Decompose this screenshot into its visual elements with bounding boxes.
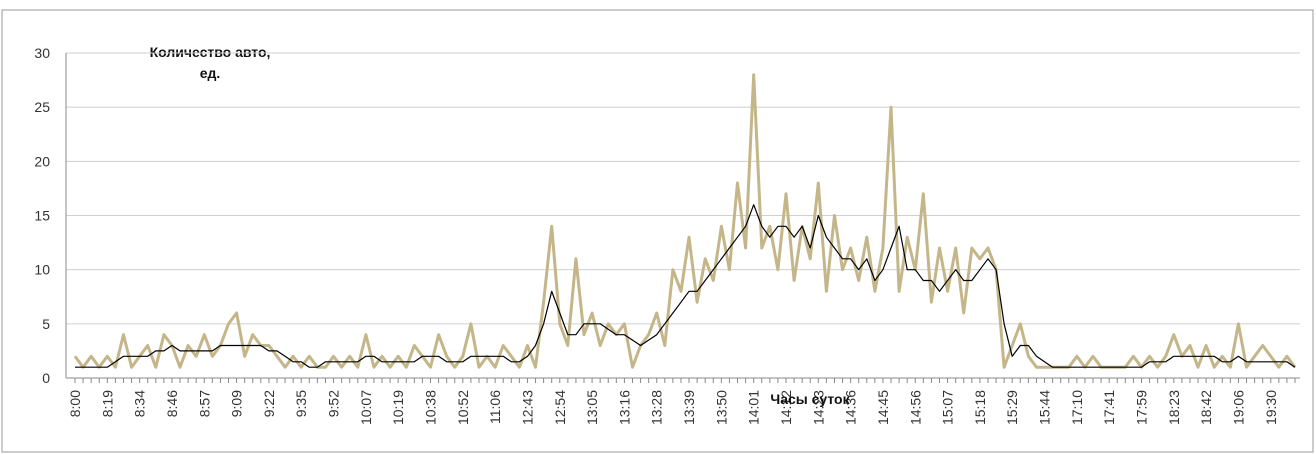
- x-tick-label: 19:06: [1230, 390, 1246, 425]
- x-tick-label: 14:01: [746, 390, 762, 425]
- x-tick-label: 11:06: [487, 390, 503, 424]
- x-tick-label: 14:23: [810, 390, 826, 425]
- x-tick-label: 15:18: [972, 390, 988, 425]
- x-tick-label: 10:52: [455, 390, 471, 425]
- series-line: [73, 73, 1297, 369]
- frame: [1, 9, 1314, 453]
- x-tick-label: 13:05: [584, 390, 600, 425]
- x-tick-label: 12:54: [552, 390, 568, 425]
- x-tick-label: 9:35: [293, 390, 309, 417]
- y-tick-label: 5: [42, 316, 50, 332]
- x-tick-label: 13:39: [681, 390, 697, 425]
- y-tick-label: 0: [42, 370, 50, 386]
- x-tick-label: 13:16: [616, 390, 632, 425]
- x-tick-label: 10:19: [390, 390, 406, 425]
- y-tick-label: 25: [34, 99, 50, 115]
- y-tick-label: 10: [34, 262, 50, 278]
- x-tick-label: 13:50: [713, 390, 729, 425]
- x-tick-label: 18:42: [1198, 390, 1214, 425]
- y-tick-label: 30: [34, 45, 50, 61]
- y-label-line: ед.: [200, 65, 221, 81]
- x-tick-label: 8:34: [132, 390, 148, 417]
- x-tick-label: 15:07: [940, 390, 956, 425]
- x-tick-label: 9:09: [229, 390, 245, 417]
- x-tick-label: 17:59: [1133, 390, 1149, 425]
- x-tick-label: 15:29: [1004, 390, 1020, 425]
- x-tick-label: 14:56: [907, 390, 923, 425]
- x-tick-label: 19:30: [1263, 390, 1279, 425]
- x-tick-label: 14:36: [843, 390, 859, 425]
- x-tick-label: 8:57: [196, 390, 212, 417]
- x-tick-label: 17:41: [1101, 390, 1117, 425]
- x-tick-label: 14:45: [875, 390, 891, 425]
- x-tick-label: 15:44: [1037, 390, 1053, 425]
- x-tick-label: 18:23: [1166, 390, 1182, 425]
- x-tick-label: 8:19: [99, 390, 115, 417]
- x-tick-label: 14:12: [778, 390, 794, 425]
- x-tick-label: 9:22: [261, 390, 277, 417]
- x-axis-label: Часы суток: [770, 391, 850, 407]
- series-line: [75, 204, 1296, 368]
- x-tick-label: 10:07: [358, 390, 374, 425]
- x-tick-label: 8:46: [164, 390, 180, 417]
- y-tick-label: 15: [34, 208, 50, 224]
- y-label-line: Количество авто,: [150, 44, 271, 60]
- x-tick-label: 8:00: [67, 390, 83, 417]
- x-tick-label: 17:10: [1069, 390, 1085, 425]
- x-tick-label: 10:38: [422, 390, 438, 425]
- y-tick-label: 20: [34, 153, 50, 169]
- x-tick-label: 9:52: [326, 390, 342, 417]
- x-tick-label: 13:28: [649, 390, 665, 425]
- x-tick-label: 12:43: [519, 390, 535, 425]
